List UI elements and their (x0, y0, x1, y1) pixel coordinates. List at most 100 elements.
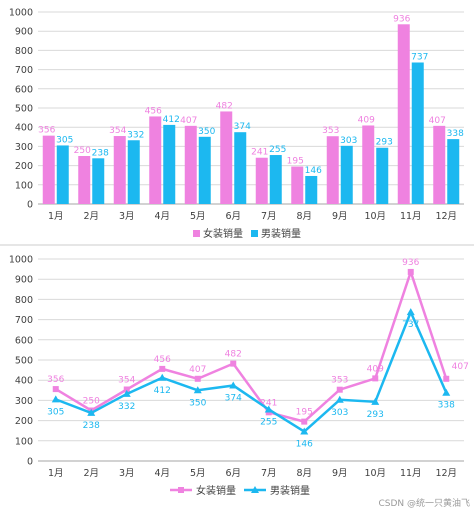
x-tick-label: 12月 (435, 211, 457, 222)
series-line (55, 310, 448, 433)
y-tick-label: 700 (15, 65, 33, 76)
bar (269, 155, 282, 204)
y-tick-label: 700 (15, 315, 33, 326)
data-label: 250 (74, 146, 91, 156)
x-tick-label: 11月 (400, 468, 422, 479)
y-tick-label: 300 (15, 396, 33, 407)
y-tick-label: 1000 (9, 255, 33, 266)
point-marker (123, 386, 130, 393)
x-tick-label: 12月 (435, 468, 457, 479)
legend-label: 女装销量 (196, 484, 236, 497)
bar (113, 136, 126, 204)
data-label: 303 (331, 408, 348, 418)
point-marker (87, 408, 96, 416)
watermark-text: CSDN @统一只黄油飞 (378, 499, 470, 509)
x-tick-label: 7月 (261, 211, 277, 222)
y-tick-label: 800 (15, 295, 33, 306)
data-label: 238 (83, 421, 100, 431)
data-label: 305 (56, 135, 73, 145)
data-label: 407 (429, 116, 446, 126)
data-label: 356 (38, 126, 55, 136)
data-label: 350 (198, 127, 215, 137)
point-marker (52, 386, 59, 393)
legend-swatch (193, 230, 200, 237)
data-label: 250 (83, 397, 100, 407)
x-tick-label: 2月 (83, 211, 99, 222)
data-label: 332 (127, 130, 144, 140)
data-label: 195 (296, 408, 313, 418)
series-line (55, 270, 448, 423)
y-tick-label: 900 (15, 27, 33, 38)
data-label: 350 (189, 398, 206, 408)
x-tick-label: 3月 (119, 468, 135, 479)
chart-divider (0, 244, 474, 246)
legend-marker (251, 486, 259, 493)
point-marker (407, 268, 414, 275)
point-marker (335, 395, 344, 403)
bar (340, 145, 353, 204)
data-label: 255 (269, 145, 286, 155)
data-label: 332 (118, 402, 135, 412)
x-tick-label: 10月 (364, 211, 386, 222)
data-label: 737 (411, 52, 428, 62)
data-label: 293 (376, 138, 393, 148)
bar (56, 145, 69, 204)
line-chart: 0 100 200 300 400 500 600 700 800 900 1000 1月 2月 3月 4月… (9, 255, 469, 498)
x-tick-label: 8月 (296, 468, 312, 479)
data-label: 412 (154, 386, 171, 396)
bar (255, 157, 268, 204)
y-tick-label: 1000 (9, 8, 33, 19)
y-tick-label: 300 (15, 142, 33, 153)
data-label: 482 (216, 101, 233, 111)
bar (397, 24, 410, 205)
bar (326, 136, 339, 204)
legend-label: 男装销量 (270, 484, 310, 497)
data-label: 238 (92, 148, 109, 158)
data-label: 303 (340, 136, 357, 146)
point-marker (158, 373, 167, 381)
data-label: 255 (260, 417, 277, 427)
data-label: 374 (225, 393, 242, 403)
data-label: 409 (358, 115, 375, 125)
x-tick-label: 2月 (83, 468, 99, 479)
data-label: 241 (260, 398, 277, 408)
bar (362, 125, 375, 204)
data-label: 936 (393, 14, 410, 24)
y-tick-label: 400 (15, 376, 33, 387)
x-tick-label: 5月 (190, 468, 206, 479)
point-marker (406, 308, 415, 316)
point-marker (300, 427, 309, 435)
y-tick-label: 400 (15, 123, 33, 134)
bar (184, 125, 197, 204)
y-tick-label: 200 (15, 416, 33, 427)
point-marker (442, 388, 451, 396)
bar (433, 125, 446, 204)
x-tick-label: 9月 (332, 468, 348, 479)
legend-label: 男装销量 (261, 227, 301, 240)
data-label: 482 (225, 350, 242, 360)
legend-label: 女装销量 (203, 227, 243, 240)
data-label: 293 (367, 410, 384, 420)
data-label: 374 (234, 122, 251, 132)
data-label: 305 (47, 407, 64, 417)
point-marker (194, 375, 201, 382)
data-label: 737 (402, 320, 419, 330)
data-label: 354 (109, 126, 126, 136)
point-marker (301, 418, 308, 425)
legend-marker (178, 487, 184, 493)
bar (92, 158, 105, 204)
data-label: 338 (447, 129, 464, 139)
data-label: 195 (287, 157, 304, 167)
point-marker (51, 395, 60, 403)
bar (447, 139, 460, 204)
x-tick-label: 6月 (225, 211, 241, 222)
x-tick-label: 1月 (48, 211, 64, 222)
data-label: 146 (296, 440, 313, 450)
point-marker (229, 381, 238, 389)
data-label: 407 (180, 116, 197, 126)
x-tick-label: 5月 (190, 211, 206, 222)
data-label: 936 (402, 258, 419, 268)
data-label: 338 (438, 401, 455, 411)
y-tick-label: 200 (15, 161, 33, 172)
point-marker (371, 397, 380, 405)
